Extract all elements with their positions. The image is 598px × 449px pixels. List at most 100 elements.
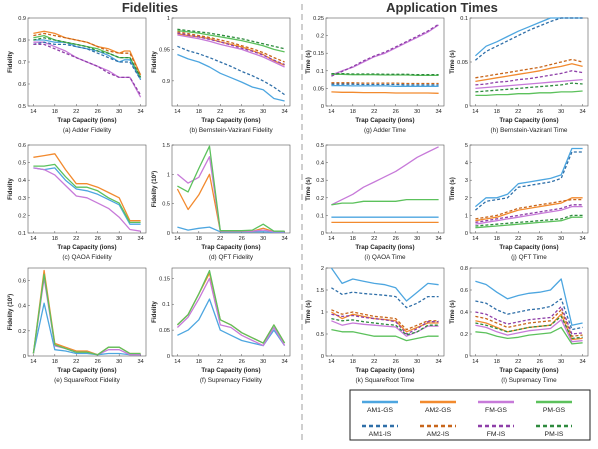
chart-caption: (c) QAOA Fidelity [62,254,112,261]
series-line-fm-gs [32,277,141,356]
chart-caption: (b) Bernstein-Vaziranl Fidelity [189,127,273,134]
y-tick-label: 1.5 [162,143,170,149]
series-line-am2-is [475,198,583,220]
y-axis-label: Time (s) [305,177,312,201]
x-tick-label: 34 [138,236,144,242]
y-tick-label: 1 [465,213,468,219]
series-line-am2-is [475,309,583,337]
y-tick-label: 0 [321,354,324,360]
x-tick-label: 14 [174,236,180,242]
legend-label: PM-IS [545,431,564,438]
y-tick-label: 0.7 [18,60,26,66]
series-line-am2-gs [176,173,285,233]
y-tick-label: 1 [167,172,170,178]
x-tick-label: 22 [515,109,521,115]
series-line-am1-gs [177,53,285,102]
series-line-am1-gs [330,267,439,302]
series-line-fm-gs [475,78,583,90]
x-tick-label: 30 [260,109,266,115]
series-line-am1-gs [32,302,141,356]
x-tick-label: 26 [95,359,101,365]
x-tick-label: 18 [52,359,58,365]
y-axis-label: Time (s) [449,300,456,324]
x-tick-label: 30 [414,359,420,365]
legend-label: FM-IS [487,431,506,438]
chart-panel-g: 0 0.05 0.1 0.15 0.2 0.25 14 18 22 26 30 34 Trap Capa… [305,16,445,134]
x-tick-label: 18 [494,236,500,242]
y-tick-label: 0.5 [316,332,324,338]
x-tick-label: 22 [371,359,377,365]
y-tick-label: 0.1 [162,302,170,308]
x-tick-label: 14 [472,109,478,115]
chart-panel-c: 0.1 0.2 0.3 0.4 0.5 0.6 14 18 22 26 30 34 Trap Capac… [7,143,147,261]
y-tick-label: 0.2 [18,329,26,335]
plot-frame [171,144,291,234]
y-tick-label: 0.25 [313,16,324,22]
y-tick-label: 0.5 [162,202,170,208]
y-tick-label: 0.15 [159,276,170,282]
series-line-am1-is [475,298,583,331]
series-line-pm-is [475,315,583,340]
chart-caption: (a) Adder Fidelity [63,127,112,134]
y-axis-label: Fidelity [151,51,158,73]
x-tick-label: 34 [580,236,586,242]
series-line-fm-is [331,23,439,77]
y-tick-label: 0.2 [460,332,468,338]
x-tick-label: 14 [30,109,36,115]
y-tick-label: 0 [321,231,324,237]
y-tick-label: 0.5 [18,161,26,167]
series-line-am1-gs [475,278,583,326]
x-axis-label: Trap Capacity (ions) [499,367,558,374]
x-tick-label: 30 [414,236,420,242]
y-axis-label: Time (s) [305,50,312,74]
y-axis-label: Fidelity [7,51,14,73]
x-axis-label: Trap Capacity (ions) [499,117,558,124]
x-tick-label: 34 [436,109,442,115]
x-axis-label: Trap Capacity (ions) [201,244,260,251]
x-tick-label: 34 [580,359,586,365]
series-line-pm-is [475,82,583,93]
x-axis-label: Trap Capacity (ions) [57,244,116,251]
y-tick-label: 0.1 [316,213,324,219]
series-line-pm-gs [475,216,583,229]
series-line-am1-is [33,41,142,80]
series-line-fm-gs [331,320,439,337]
plot-frame [469,144,589,234]
y-tick-label: 0.8 [18,38,26,44]
plot-frame [325,144,445,234]
x-tick-label: 14 [472,236,478,242]
y-tick-label: 0.6 [18,279,26,285]
series-line-fm-is [475,204,583,224]
x-axis-label: Trap Capacity (ions) [355,244,414,251]
x-tick-label: 22 [515,359,521,365]
x-tick-label: 22 [73,109,79,115]
x-tick-label: 30 [414,109,420,115]
chart-panel-f: 0 0.05 0.1 0.15 14 18 22 26 30 34 Trap Capacity (i… [151,267,291,384]
y-tick-label: 0 [167,231,170,237]
chart-caption: (e) SquareRoot Fidelity [54,377,121,384]
series-line-fm-gs [33,167,141,232]
series-line-am1-is [331,287,439,309]
x-tick-label: 30 [558,109,564,115]
series-line-pm-gs [176,269,286,344]
series-line-fm-gs [331,146,439,206]
series-line-am1-is [474,151,583,211]
y-tick-label: 0.9 [18,16,26,22]
y-tick-label: 0 [167,354,170,360]
y-tick-label: 0.2 [18,213,26,219]
x-axis-label: Trap Capacity (ions) [201,117,260,124]
y-tick-label: 0.4 [18,178,26,184]
y-tick-label: 3 [465,178,468,184]
series-line-fm-gs [475,319,583,343]
chart-caption: (k) SquareRoot Time [356,377,415,384]
plot-frame [325,267,445,357]
series-line-pm-is [33,37,142,78]
x-tick-label: 34 [138,359,144,365]
x-tick-label: 30 [260,359,266,365]
series-line-am2-is [475,58,583,79]
series-line-fm-gs [475,205,583,225]
x-tick-label: 14 [328,109,334,115]
y-tick-label: 1 [167,16,170,22]
series-line-am1-gs [33,39,142,80]
y-tick-label: 0.6 [460,288,468,294]
